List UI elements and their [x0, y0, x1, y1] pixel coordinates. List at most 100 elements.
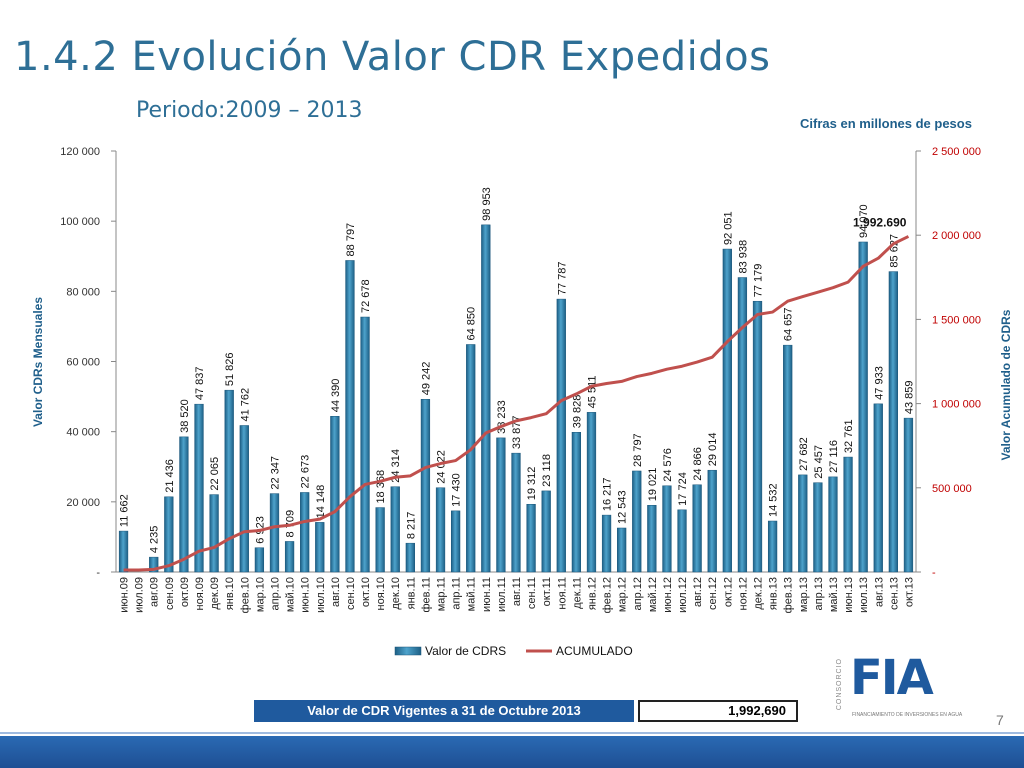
bar-data-label: 18 368 — [375, 470, 387, 504]
y-tick-label: 100 000 — [60, 216, 100, 228]
x-tick-label: ноя.10 — [375, 577, 387, 610]
bar-data-label: 8 217 — [405, 512, 417, 540]
x-tick-label: янв.10 — [224, 577, 236, 610]
x-tick-label: июн.12 — [662, 577, 674, 613]
legend-bar-label: Valor de CDRS — [425, 644, 506, 658]
bar — [632, 470, 642, 573]
bar — [466, 344, 476, 573]
page-number: 7 — [996, 712, 1004, 728]
bar-data-label: 44 390 — [330, 379, 342, 413]
y-tick-label: 120 000 — [60, 146, 100, 158]
y-tick-label: - — [96, 567, 100, 579]
bar — [360, 316, 370, 573]
bar-data-label: 27 682 — [798, 437, 810, 471]
bar-data-label: 17 724 — [677, 472, 689, 506]
bar-data-label: 25 457 — [813, 445, 825, 479]
page-title: 1.4.2 Evolución Valor CDR Expedidos — [14, 34, 771, 80]
bar-data-label: 88 797 — [345, 223, 357, 257]
x-tick-label: фев.13 — [783, 577, 795, 613]
bar-data-label: 29 014 — [707, 433, 719, 467]
y2-tick-label: 2 000 000 — [932, 230, 981, 242]
bar-data-label: 28 797 — [632, 433, 644, 467]
bar — [390, 486, 400, 573]
bar — [269, 493, 280, 573]
bar-data-label: 47 837 — [194, 367, 206, 401]
bar — [692, 484, 702, 573]
bar-data-label: 19 021 — [647, 468, 659, 502]
x-tick-label: дек.10 — [390, 577, 402, 610]
bar — [858, 241, 868, 573]
x-tick-label: май.12 — [647, 577, 659, 612]
bar — [783, 344, 793, 573]
y-tick-label: 60 000 — [66, 357, 100, 369]
bar-data-label: 24 576 — [662, 448, 674, 482]
x-tick-label: май.10 — [285, 577, 297, 612]
y-tick-label: 40 000 — [66, 427, 100, 439]
bar-data-label: 22 673 — [300, 455, 312, 489]
bar — [843, 456, 853, 573]
x-tick-label: окт.11 — [541, 577, 553, 606]
bar-data-label: 19 312 — [526, 467, 538, 501]
x-tick-label: сен.10 — [345, 577, 357, 610]
bar-data-label: 4 235 — [149, 526, 161, 554]
bar-data-label: 83 938 — [737, 240, 749, 274]
bar-data-label: 23 118 — [541, 454, 553, 487]
bar-data-label: 16 217 — [602, 477, 614, 511]
bar-data-label: 51 826 — [224, 353, 236, 387]
logo-side-text: CONSORCIO — [836, 658, 843, 711]
summary-box: Valor de CDR Vigentes a 31 de Octubre 20… — [254, 700, 798, 722]
bar-data-label: 24 866 — [692, 447, 704, 481]
x-tick-label: янв.11 — [405, 577, 417, 609]
bar — [224, 389, 234, 573]
x-tick-label: авг.13 — [873, 577, 885, 607]
legend-bar-swatch — [394, 646, 422, 656]
x-tick-label: сен.12 — [707, 577, 719, 610]
bar-data-label: 45 511 — [586, 376, 598, 409]
x-tick-label: апр.12 — [632, 577, 644, 610]
x-tick-label: июн.09 — [119, 577, 131, 613]
bar — [511, 452, 521, 573]
bar — [662, 485, 672, 573]
y2-tick-label: 2 500 000 — [932, 146, 981, 158]
bar — [179, 436, 189, 573]
x-tick-label: дек.09 — [209, 577, 221, 610]
x-tick-label: июл.09 — [134, 577, 146, 613]
x-tick-label: апр.11 — [451, 577, 463, 610]
x-tick-label: ноя.12 — [737, 577, 749, 610]
y-tick-label: 80 000 — [66, 286, 100, 298]
x-tick-label: авг.11 — [511, 577, 523, 606]
x-tick-label: фев.12 — [602, 577, 614, 613]
bar — [798, 474, 808, 573]
x-tick-label: авг.12 — [692, 577, 704, 607]
bar-data-label: 11 662 — [119, 494, 131, 527]
x-tick-label: сен.11 — [526, 577, 538, 609]
bar — [586, 412, 597, 573]
y2-tick-label: 500 000 — [932, 483, 972, 495]
bar-data-label: 92 051 — [722, 211, 734, 245]
bar — [752, 300, 763, 573]
x-tick-label: окт.13 — [903, 577, 915, 607]
bar-data-label: 17 430 — [451, 473, 463, 507]
bar-data-label: 77 787 — [556, 261, 568, 295]
x-tick-label: окт.10 — [360, 577, 372, 607]
bar — [677, 509, 687, 573]
y2-axis-title: Valor Acumulado de CDRs — [999, 309, 1013, 460]
bar — [149, 556, 159, 573]
cdr-combo-chart: - 20 000 40 000 60 000 80 000 100 000 120 000 -… — [31, 146, 1013, 658]
y-axis-title: Valor CDRs Mensuales — [31, 297, 45, 427]
footer-bar — [0, 736, 1024, 768]
bar — [571, 432, 582, 573]
x-tick-label: май.13 — [828, 577, 840, 612]
bar — [556, 298, 566, 573]
bar — [194, 403, 204, 573]
x-tick-label: июл.11 — [496, 577, 508, 612]
legend-line-label: ACUMULADO — [556, 644, 633, 658]
x-tick-label: июн.11 — [481, 577, 493, 612]
bar-data-label: 33 877 — [511, 415, 523, 449]
bar — [239, 425, 249, 573]
bar-data-label: 22 347 — [269, 456, 281, 490]
bar — [284, 541, 295, 573]
x-tick-label: мар.11 — [436, 577, 448, 611]
page-subtitle: Periodo:2009 – 2013 — [136, 98, 363, 123]
bar-data-label: 39 828 — [571, 395, 583, 429]
